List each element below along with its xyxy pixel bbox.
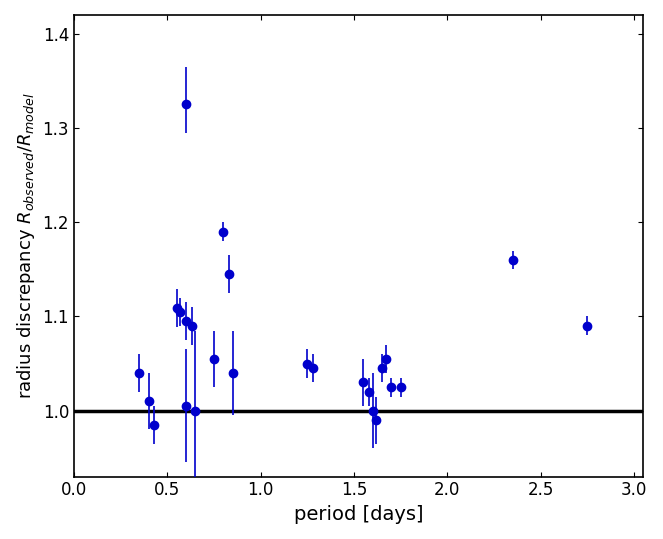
X-axis label: period [days]: period [days]: [294, 505, 424, 524]
Y-axis label: radius discrepancy $R_{observed}/R_{model}$: radius discrepancy $R_{observed}/R_{mode…: [15, 92, 37, 399]
